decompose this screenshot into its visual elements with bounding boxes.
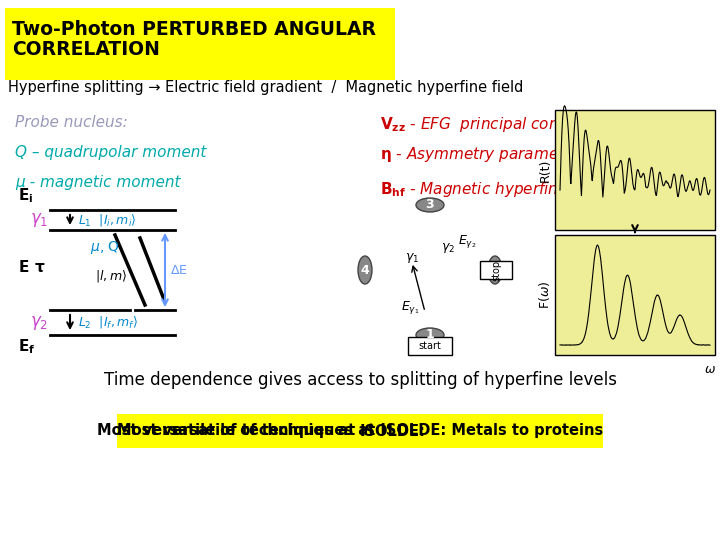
Text: Most versatile of techniques at ISOLDE: Metals to proteins: Most versatile of techniques at ISOLDE: … xyxy=(117,423,603,438)
Text: $L_2$  $|I_f, m_f\rangle$: $L_2$ $|I_f, m_f\rangle$ xyxy=(78,314,138,330)
Text: $L_1$  $|I_i, m_i\rangle$: $L_1$ $|I_i, m_i\rangle$ xyxy=(78,212,137,228)
Text: $\mu$, Q: $\mu$, Q xyxy=(90,240,120,256)
Text: $\mathbf{E}$: $\mathbf{E}$ xyxy=(18,259,30,275)
Text: $\mathbf{\tau}$: $\mathbf{\tau}$ xyxy=(34,260,45,274)
Text: Two-Photon PERTURBED ANGULAR: Two-Photon PERTURBED ANGULAR xyxy=(12,20,376,39)
Text: start: start xyxy=(418,341,441,351)
Text: CORRELATION: CORRELATION xyxy=(12,40,160,59)
Text: $\gamma_1$: $\gamma_1$ xyxy=(405,251,419,265)
Text: $\gamma_2$: $\gamma_2$ xyxy=(441,241,455,255)
Text: ISOLDE:: ISOLDE: xyxy=(360,423,426,438)
FancyBboxPatch shape xyxy=(480,261,512,279)
Text: $\mathbf{B_{hf}}$ - Magnetic hyperfine field: $\mathbf{B_{hf}}$ - Magnetic hyperfine f… xyxy=(380,180,607,199)
Text: $\mathbf{E_f}$: $\mathbf{E_f}$ xyxy=(18,337,35,356)
Text: Hyperfine splitting → Electric field gradient  /  Magnetic hyperfine field: Hyperfine splitting → Electric field gra… xyxy=(8,80,523,95)
Text: R(t): R(t) xyxy=(539,158,552,181)
FancyBboxPatch shape xyxy=(117,414,603,448)
Text: 2: 2 xyxy=(490,264,500,276)
Text: t: t xyxy=(633,238,637,251)
Ellipse shape xyxy=(358,256,372,284)
Text: Time dependence gives access to splitting of hyperfine levels: Time dependence gives access to splittin… xyxy=(104,371,616,389)
FancyBboxPatch shape xyxy=(5,8,395,80)
FancyBboxPatch shape xyxy=(555,110,715,230)
Text: μ - magnetic moment: μ - magnetic moment xyxy=(15,175,181,190)
Text: Probe nucleus:: Probe nucleus: xyxy=(15,115,127,130)
Text: $\gamma_1$: $\gamma_1$ xyxy=(30,211,48,229)
Ellipse shape xyxy=(416,328,444,342)
Text: stop: stop xyxy=(491,259,501,281)
Text: 4: 4 xyxy=(361,264,369,276)
Text: $\mathbf{V_{zz}}$ - EFG  principal component: $\mathbf{V_{zz}}$ - EFG principal compon… xyxy=(380,115,619,134)
Text: $\mathbf{E_i}$: $\mathbf{E_i}$ xyxy=(18,186,33,205)
Text: Q – quadrupolar moment: Q – quadrupolar moment xyxy=(15,145,207,160)
Text: $|l, m\rangle$: $|l, m\rangle$ xyxy=(95,268,127,284)
Text: Most versatile of techniques at: Most versatile of techniques at xyxy=(96,423,360,438)
Text: $\Delta$E: $\Delta$E xyxy=(170,264,188,276)
FancyBboxPatch shape xyxy=(555,235,715,355)
Text: 1: 1 xyxy=(426,328,434,341)
Text: $\gamma_2$: $\gamma_2$ xyxy=(30,314,48,332)
FancyBboxPatch shape xyxy=(408,337,452,355)
Text: $E_{\gamma_1}$: $E_{\gamma_1}$ xyxy=(401,300,419,316)
Ellipse shape xyxy=(416,198,444,212)
Text: F($\omega$): F($\omega$) xyxy=(537,281,552,309)
Text: $\mathbf{\eta}$ - Asymmetry parameter: $\mathbf{\eta}$ - Asymmetry parameter xyxy=(380,145,582,164)
Text: $E_{\gamma_2}$: $E_{\gamma_2}$ xyxy=(458,233,477,251)
Ellipse shape xyxy=(488,256,502,284)
Text: $\omega$: $\omega$ xyxy=(704,363,716,376)
Text: 3: 3 xyxy=(426,199,434,212)
